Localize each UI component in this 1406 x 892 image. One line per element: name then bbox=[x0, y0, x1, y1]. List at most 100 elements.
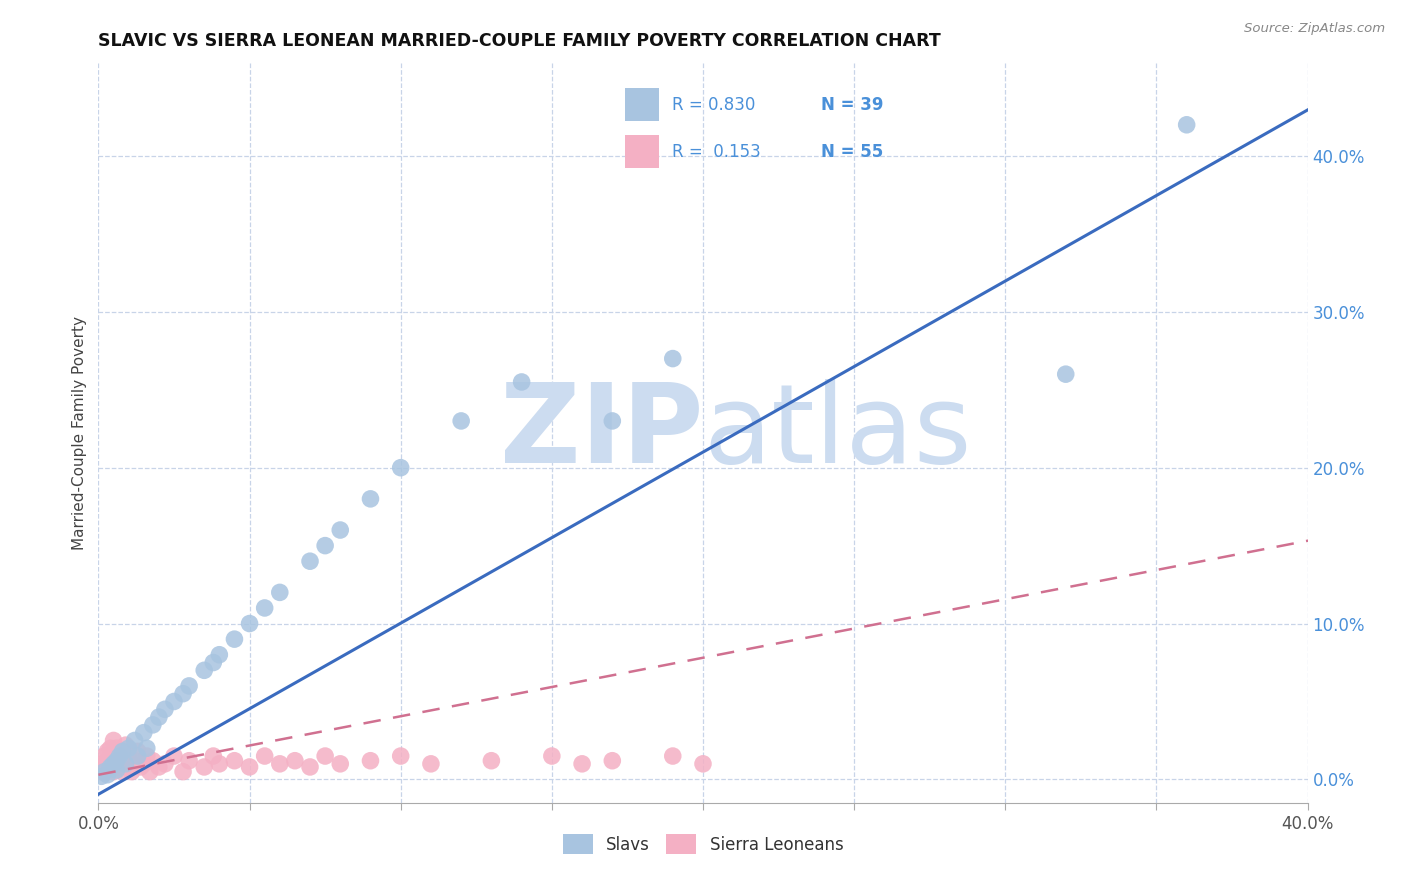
Point bbox=[96, 768, 118, 782]
Point bbox=[148, 760, 170, 774]
Point bbox=[127, 744, 149, 758]
Point bbox=[602, 414, 624, 428]
Point bbox=[93, 749, 115, 764]
Point bbox=[299, 760, 322, 774]
Point bbox=[481, 754, 503, 768]
Point bbox=[314, 539, 336, 553]
Point bbox=[253, 601, 276, 615]
Point bbox=[193, 663, 215, 677]
Point bbox=[124, 754, 146, 768]
Point bbox=[193, 760, 215, 774]
Bar bbox=[626, 136, 659, 168]
Point bbox=[224, 632, 246, 647]
Point bbox=[329, 756, 352, 771]
Point bbox=[1054, 367, 1077, 381]
Point bbox=[202, 656, 225, 670]
Point bbox=[103, 756, 125, 771]
Point bbox=[135, 749, 157, 764]
Point bbox=[135, 741, 157, 756]
Point bbox=[299, 554, 322, 568]
Text: N = 55: N = 55 bbox=[821, 143, 883, 161]
Point bbox=[179, 679, 201, 693]
Point bbox=[153, 756, 176, 771]
Point bbox=[163, 749, 186, 764]
Point bbox=[105, 754, 128, 768]
Point bbox=[692, 756, 714, 771]
Y-axis label: Married-Couple Family Poverty: Married-Couple Family Poverty bbox=[72, 316, 87, 549]
Point bbox=[329, 523, 352, 537]
Point bbox=[105, 741, 128, 756]
Point bbox=[148, 710, 170, 724]
Point bbox=[179, 754, 201, 768]
Point bbox=[114, 738, 136, 752]
Point bbox=[96, 744, 118, 758]
Text: ZIP: ZIP bbox=[499, 379, 703, 486]
Point bbox=[450, 414, 472, 428]
Point bbox=[224, 754, 246, 768]
Point bbox=[540, 749, 562, 764]
Text: R = 0.830: R = 0.830 bbox=[672, 95, 755, 113]
Text: N = 39: N = 39 bbox=[821, 95, 883, 113]
Point bbox=[253, 749, 276, 764]
Point bbox=[602, 754, 624, 768]
Bar bbox=[626, 88, 659, 121]
Point bbox=[208, 648, 231, 662]
Point bbox=[105, 756, 128, 771]
Point bbox=[202, 749, 225, 764]
Point bbox=[108, 749, 131, 764]
Point bbox=[389, 749, 412, 764]
Point bbox=[389, 460, 412, 475]
Point bbox=[96, 754, 118, 768]
Point bbox=[142, 754, 165, 768]
Point bbox=[105, 763, 128, 777]
Point bbox=[269, 585, 291, 599]
Point bbox=[118, 760, 141, 774]
Point bbox=[571, 756, 593, 771]
Point bbox=[284, 754, 307, 768]
Point bbox=[111, 744, 134, 758]
Point bbox=[93, 760, 115, 774]
Point bbox=[132, 725, 155, 739]
Point bbox=[124, 733, 146, 747]
Point bbox=[314, 749, 336, 764]
Point bbox=[114, 756, 136, 771]
Point bbox=[163, 694, 186, 708]
Point bbox=[100, 760, 122, 774]
Point bbox=[172, 687, 194, 701]
Point bbox=[121, 764, 143, 779]
Point bbox=[510, 375, 533, 389]
Text: Source: ZipAtlas.com: Source: ZipAtlas.com bbox=[1244, 22, 1385, 36]
Point bbox=[360, 754, 382, 768]
Point bbox=[172, 764, 194, 779]
Point bbox=[114, 756, 136, 771]
Point bbox=[132, 756, 155, 771]
Point bbox=[108, 760, 131, 774]
Point bbox=[90, 756, 112, 771]
Point bbox=[93, 764, 115, 779]
Point bbox=[129, 760, 152, 774]
Point bbox=[96, 764, 118, 779]
Point bbox=[1175, 118, 1198, 132]
Point bbox=[127, 749, 149, 764]
Point bbox=[269, 756, 291, 771]
Text: SLAVIC VS SIERRA LEONEAN MARRIED-COUPLE FAMILY POVERTY CORRELATION CHART: SLAVIC VS SIERRA LEONEAN MARRIED-COUPLE … bbox=[98, 32, 941, 50]
Text: R =  0.153: R = 0.153 bbox=[672, 143, 761, 161]
Point bbox=[111, 764, 134, 779]
Point bbox=[239, 760, 262, 774]
Point bbox=[153, 702, 176, 716]
Point bbox=[208, 756, 231, 771]
Point bbox=[103, 733, 125, 747]
Point bbox=[360, 491, 382, 506]
Point bbox=[100, 741, 122, 756]
Point bbox=[100, 760, 122, 774]
Point bbox=[420, 756, 443, 771]
Point bbox=[118, 741, 141, 756]
Text: atlas: atlas bbox=[703, 379, 972, 486]
Point bbox=[103, 749, 125, 764]
Point bbox=[239, 616, 262, 631]
Legend: Slavs, Sierra Leoneans: Slavs, Sierra Leoneans bbox=[555, 828, 851, 861]
Point bbox=[103, 764, 125, 779]
Point bbox=[661, 749, 683, 764]
Point bbox=[108, 749, 131, 764]
Point bbox=[661, 351, 683, 366]
